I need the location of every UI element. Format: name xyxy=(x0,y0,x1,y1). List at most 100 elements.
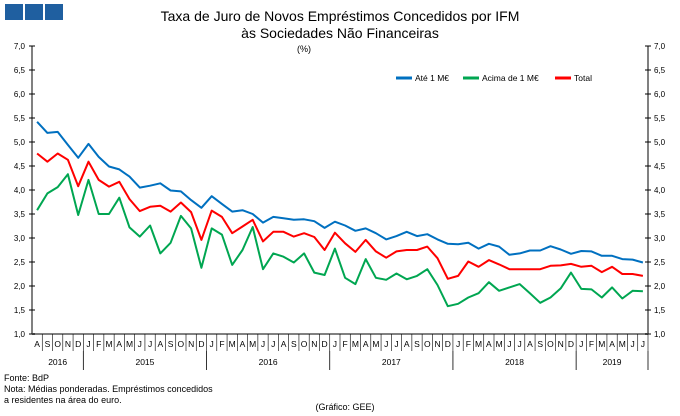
y-tick-label-left: 6,5 xyxy=(14,66,26,75)
y-tick-label-right: 4,0 xyxy=(654,186,666,195)
month-label: A xyxy=(404,339,410,349)
month-label: J xyxy=(148,339,152,349)
month-label: A xyxy=(527,339,533,349)
year-label: 2019 xyxy=(603,357,622,367)
month-label: M xyxy=(619,339,626,349)
chart-title: Taxa de Juro de Novos Empréstimos Conced… xyxy=(161,8,520,24)
month-label: N xyxy=(558,339,564,349)
y-tick-label-left: 5,5 xyxy=(14,114,26,123)
month-label: F xyxy=(466,339,471,349)
y-tick-label-left: 3,5 xyxy=(14,210,26,219)
month-label: J xyxy=(261,339,265,349)
y-tick-label-right: 1,0 xyxy=(654,330,666,339)
month-label: M xyxy=(105,339,112,349)
month-label: M xyxy=(126,339,133,349)
month-label: J xyxy=(394,339,398,349)
month-label: S xyxy=(168,339,174,349)
y-tick-label-right: 1,5 xyxy=(654,306,666,315)
y-tick-label-right: 2,5 xyxy=(654,258,666,267)
y-tick-label-right: 5,5 xyxy=(654,114,666,123)
month-label: D xyxy=(568,339,574,349)
month-label: F xyxy=(343,339,348,349)
month-label: N xyxy=(65,339,71,349)
y-tick-label-right: 7,0 xyxy=(654,42,666,51)
year-label: 2018 xyxy=(505,357,524,367)
y-tick-label-right: 5,0 xyxy=(654,138,666,147)
month-label: N xyxy=(434,339,440,349)
chart-credit: (Gráfico: GEE) xyxy=(315,402,374,412)
note-line-1: Nota: Médias ponderadas. Empréstimos con… xyxy=(4,384,213,394)
month-label: A xyxy=(116,339,122,349)
legend: Até 1 M€ Acima de 1 M€ Total xyxy=(396,73,592,83)
legend-label: Até 1 M€ xyxy=(415,73,449,83)
month-label: N xyxy=(188,339,194,349)
y-tick-label-left: 3,0 xyxy=(14,234,26,243)
month-label: M xyxy=(352,339,359,349)
y-tick-label-left: 7,0 xyxy=(14,42,26,51)
y-tick-label-right: 3,0 xyxy=(654,234,666,243)
month-label: D xyxy=(445,339,451,349)
y-tick-label-left: 2,0 xyxy=(14,282,26,291)
month-label: A xyxy=(609,339,615,349)
month-label: J xyxy=(456,339,460,349)
month-label: J xyxy=(86,339,90,349)
month-label: M xyxy=(249,339,256,349)
legend-label: Total xyxy=(574,73,592,83)
month-label: M xyxy=(372,339,379,349)
month-label: J xyxy=(641,339,645,349)
month-label: O xyxy=(424,339,431,349)
month-label: S xyxy=(537,339,543,349)
month-label: D xyxy=(75,339,81,349)
y-tick-label-left: 6,0 xyxy=(14,90,26,99)
month-label: J xyxy=(507,339,511,349)
month-label: N xyxy=(311,339,317,349)
month-label: M xyxy=(598,339,605,349)
y-tick-label-right: 6,0 xyxy=(654,90,666,99)
month-label: A xyxy=(157,339,163,349)
y-tick-label-left: 2,5 xyxy=(14,258,26,267)
chart-unit: (%) xyxy=(297,44,311,54)
month-label: J xyxy=(384,339,388,349)
logo-square xyxy=(5,4,23,20)
series-line-0 xyxy=(36,121,644,264)
month-label: O xyxy=(178,339,185,349)
y-tick-label-right: 6,5 xyxy=(654,66,666,75)
month-label: J xyxy=(138,339,142,349)
y-tick-label-left: 5,0 xyxy=(14,138,26,147)
month-label: O xyxy=(547,339,554,349)
y-tick-label-right: 3,5 xyxy=(654,210,666,219)
month-label: S xyxy=(291,339,297,349)
y-tick-label-right: 4,5 xyxy=(654,162,666,171)
month-label: D xyxy=(198,339,204,349)
month-label: A xyxy=(281,339,287,349)
y-tick-label-left: 1,5 xyxy=(14,306,26,315)
month-label: J xyxy=(579,339,583,349)
month-label: O xyxy=(54,339,61,349)
month-label: M xyxy=(496,339,503,349)
series-line-1 xyxy=(36,173,643,308)
year-label: 2015 xyxy=(135,357,154,367)
month-label: S xyxy=(414,339,420,349)
month-label: J xyxy=(210,339,214,349)
month-label: O xyxy=(301,339,308,349)
month-label: F xyxy=(589,339,594,349)
series-line-2 xyxy=(36,152,644,280)
month-label: F xyxy=(96,339,101,349)
month-label: F xyxy=(219,339,224,349)
month-label: D xyxy=(322,339,328,349)
month-label: M xyxy=(475,339,482,349)
source-note: Fonte: BdP xyxy=(4,373,49,383)
logo-square xyxy=(25,4,43,20)
note-line-2: a residentes na área do euro. xyxy=(4,395,122,405)
month-label: A xyxy=(34,339,40,349)
month-label: J xyxy=(518,339,522,349)
logo xyxy=(5,4,63,20)
month-label: J xyxy=(630,339,634,349)
month-label: A xyxy=(240,339,246,349)
month-label: A xyxy=(363,339,369,349)
y-tick-label-left: 4,5 xyxy=(14,162,26,171)
month-label: A xyxy=(486,339,492,349)
year-label: 2016 xyxy=(259,357,278,367)
y-tick-label-left: 1,0 xyxy=(14,330,26,339)
